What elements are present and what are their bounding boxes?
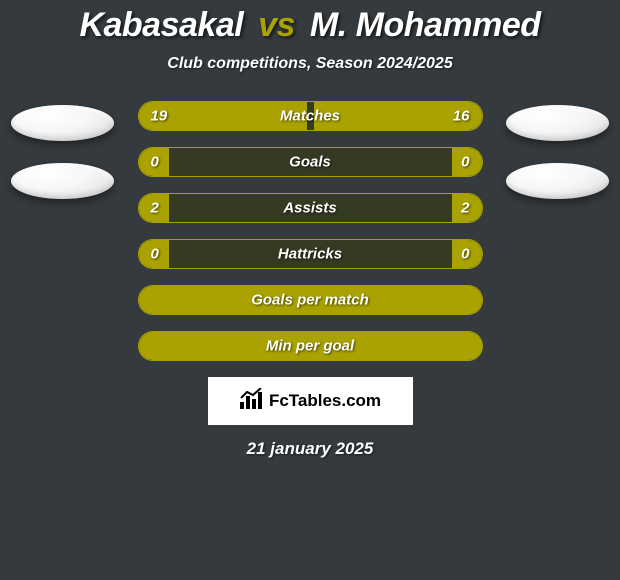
- stat-bar: 0 Hattricks 0: [138, 239, 483, 269]
- stat-bar: Min per goal: [138, 331, 483, 361]
- bar-value-left: 0: [151, 246, 159, 263]
- bar-value-right: 2: [461, 200, 469, 217]
- bar-label: Goals per match: [251, 292, 369, 309]
- stat-bar: 19 Matches 16: [138, 101, 483, 131]
- bar-value-left: 19: [151, 108, 168, 125]
- title-vs: vs: [258, 6, 295, 44]
- stat-bars: 19 Matches 16 0 Goals 0 2 Assists 2 0 Hattricks 0 Go…: [138, 101, 483, 361]
- subtitle: Club competitions, Season 2024/2025: [0, 55, 620, 73]
- player-1-column: [8, 101, 118, 199]
- date: 21 january 2025: [0, 439, 620, 459]
- team-2-logo-placeholder: [506, 163, 609, 199]
- stat-bar: 2 Assists 2: [138, 193, 483, 223]
- player-2-name: M. Mohammed: [310, 6, 541, 44]
- bar-value-right: 0: [461, 246, 469, 263]
- bar-value-left: 0: [151, 154, 159, 171]
- stat-bar: 0 Goals 0: [138, 147, 483, 177]
- brand-chart-icon: [239, 388, 265, 415]
- page-title: Kabasakal vs M. Mohammed: [0, 6, 620, 45]
- bar-value-left: 2: [151, 200, 159, 217]
- bar-label: Hattricks: [278, 246, 342, 263]
- stats-area: 19 Matches 16 0 Goals 0 2 Assists 2 0 Hattricks 0 Go…: [0, 101, 620, 361]
- player-2-column: [503, 101, 613, 199]
- bar-value-right: 0: [461, 154, 469, 171]
- bar-label: Assists: [283, 200, 336, 217]
- player-1-avatar-placeholder: [11, 105, 114, 141]
- bar-label: Min per goal: [266, 338, 354, 355]
- bar-value-right: 16: [453, 108, 470, 125]
- bar-label: Matches: [280, 108, 340, 125]
- comparison-card: Kabasakal vs M. Mohammed Club competitio…: [0, 0, 620, 580]
- stat-bar: Goals per match: [138, 285, 483, 315]
- team-1-logo-placeholder: [11, 163, 114, 199]
- bar-label: Goals: [289, 154, 331, 171]
- brand-text: FcTables.com: [269, 391, 381, 411]
- player-1-name: Kabasakal: [79, 6, 243, 44]
- brand-badge: FcTables.com: [208, 377, 413, 425]
- player-2-avatar-placeholder: [506, 105, 609, 141]
